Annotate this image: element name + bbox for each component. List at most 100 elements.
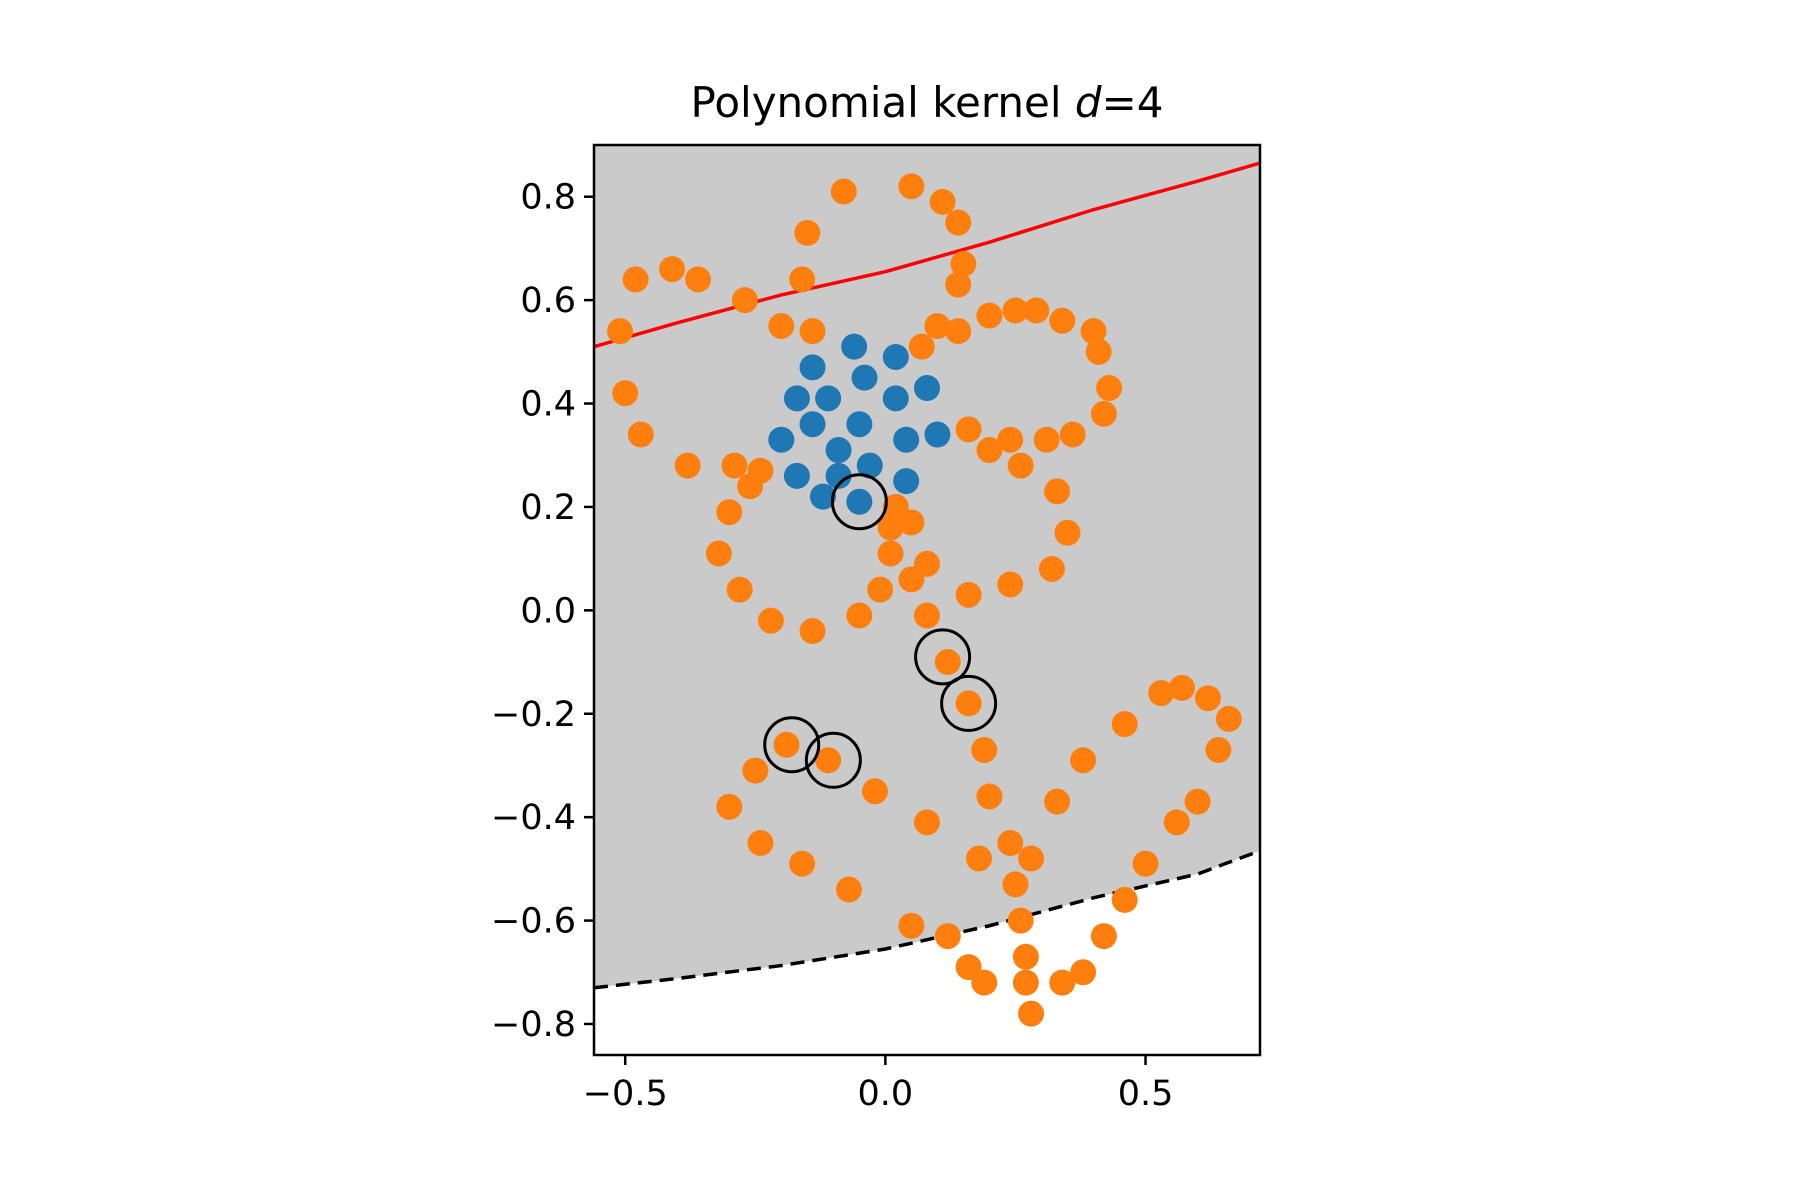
chart-title-variable: d (1075, 78, 1102, 127)
support-vector-layer (763, 473, 998, 789)
x-tick-label-2: 0.5 (1118, 1074, 1174, 1114)
point-class_b-71 (976, 783, 1003, 810)
point-class_b-51 (867, 576, 894, 603)
point-class_b-86 (1007, 907, 1034, 934)
point-class_b-12 (1002, 297, 1029, 324)
point-class_b-15 (1049, 307, 1076, 334)
point-class_b-54 (914, 602, 940, 629)
point-class_b-20 (945, 318, 972, 345)
point-class_b-8 (685, 266, 712, 293)
point-class_b-77 (747, 830, 774, 857)
point-class_b-21 (1080, 318, 1107, 345)
point-class_b-31 (1033, 426, 1060, 453)
scatter-points-layer (607, 173, 1242, 1027)
y-tick-label-2: 0.4 (520, 385, 576, 425)
point-class_b-16 (924, 312, 951, 339)
point-class_b-7 (622, 266, 649, 293)
point-class_b-59 (1148, 680, 1175, 707)
support-vector-ring-3 (763, 716, 821, 774)
y-tick-label-5: −0.2 (491, 695, 576, 735)
point-class_a-6 (815, 385, 842, 412)
point-class_b-60 (1168, 674, 1195, 701)
point-class_b-63 (1215, 705, 1242, 732)
point-class_a-17 (893, 468, 920, 495)
point-class_a-16 (825, 462, 852, 489)
point-class_a-1 (882, 343, 909, 370)
point-class_b-27 (955, 416, 982, 443)
point-class_b-19 (607, 318, 634, 345)
point-class_b-41 (898, 509, 925, 536)
chart-title: Polynomial kernel d=4 (691, 78, 1164, 127)
point-class_a-9 (846, 411, 873, 438)
point-class_b-24 (1096, 375, 1123, 402)
point-class_b-49 (997, 571, 1024, 598)
point-class_b-37 (737, 473, 764, 500)
point-class_b-73 (1184, 788, 1211, 815)
point-class_b-94 (1012, 969, 1039, 996)
point-class_b-6 (659, 256, 686, 283)
plot-frame (592, 143, 1262, 1057)
point-class_a-4 (914, 375, 940, 402)
boundary-curve-layer (594, 161, 1260, 990)
y-tick-label-8: −0.8 (491, 1005, 576, 1045)
point-class_b-75 (914, 809, 940, 836)
point-class_b-9 (789, 266, 816, 293)
point-class_b-78 (997, 830, 1024, 857)
point-class_b-69 (742, 757, 769, 784)
point-class_b-33 (674, 452, 701, 479)
point-class_b-3 (945, 209, 972, 236)
point-class_b-89 (934, 923, 961, 950)
point-class_b-81 (966, 845, 993, 872)
point-class_b-62 (1111, 711, 1138, 738)
point-class_a-2 (799, 354, 826, 381)
point-class_b-42 (877, 514, 904, 541)
point-class_b-96 (1018, 1000, 1045, 1027)
point-class_b-85 (1111, 886, 1138, 913)
point-class_b-23 (1085, 338, 1112, 365)
point-class_b-79 (1018, 845, 1045, 872)
point-class_b-4 (794, 219, 821, 246)
chart-title-rest: =4 (1102, 78, 1164, 127)
point-class_b-74 (716, 793, 743, 820)
point-class_b-68 (1070, 747, 1097, 774)
point-class_b-80 (789, 850, 816, 877)
support-vector-ring-2 (940, 674, 998, 732)
x-tick-label-0: −0.5 (583, 1074, 668, 1114)
point-class_b-22 (908, 333, 935, 360)
point-class_b-65 (815, 747, 842, 774)
point-class_a-19 (846, 488, 873, 515)
point-class_a-15 (783, 462, 810, 489)
point-class_b-64 (773, 731, 800, 758)
point-class_b-90 (1012, 943, 1039, 970)
point-class_b-87 (898, 912, 925, 939)
point-class_b-53 (846, 602, 873, 629)
point-class_b-0 (898, 173, 925, 200)
point-class_b-29 (1059, 421, 1086, 448)
point-class_b-35 (1007, 452, 1034, 479)
point-class_b-83 (1002, 871, 1029, 898)
lower-boundary-curve (594, 849, 1260, 990)
point-class_b-61 (1194, 685, 1221, 712)
upper-boundary-curve (594, 161, 1260, 349)
point-class_a-14 (856, 452, 883, 479)
point-class_b-43 (1054, 519, 1081, 546)
point-class_b-26 (1090, 400, 1117, 427)
point-class_b-48 (898, 566, 925, 593)
point-class_b-17 (768, 312, 795, 339)
point-class_b-2 (929, 188, 956, 215)
point-class_b-45 (877, 540, 904, 567)
point-class_b-72 (1044, 788, 1071, 815)
point-class_b-95 (1049, 969, 1076, 996)
point-class_b-13 (1023, 297, 1050, 324)
point-class_a-0 (841, 333, 868, 360)
support-vector-ring-4 (804, 731, 862, 789)
point-class_b-5 (950, 250, 977, 277)
point-class_a-5 (783, 385, 810, 412)
point-class_a-3 (851, 364, 878, 391)
point-class_b-82 (1132, 850, 1159, 877)
y-tick-label-1: 0.6 (520, 281, 576, 321)
point-class_a-11 (893, 426, 920, 453)
point-class_a-10 (768, 426, 795, 453)
point-class_b-44 (705, 540, 732, 567)
point-class_b-66 (971, 736, 998, 763)
